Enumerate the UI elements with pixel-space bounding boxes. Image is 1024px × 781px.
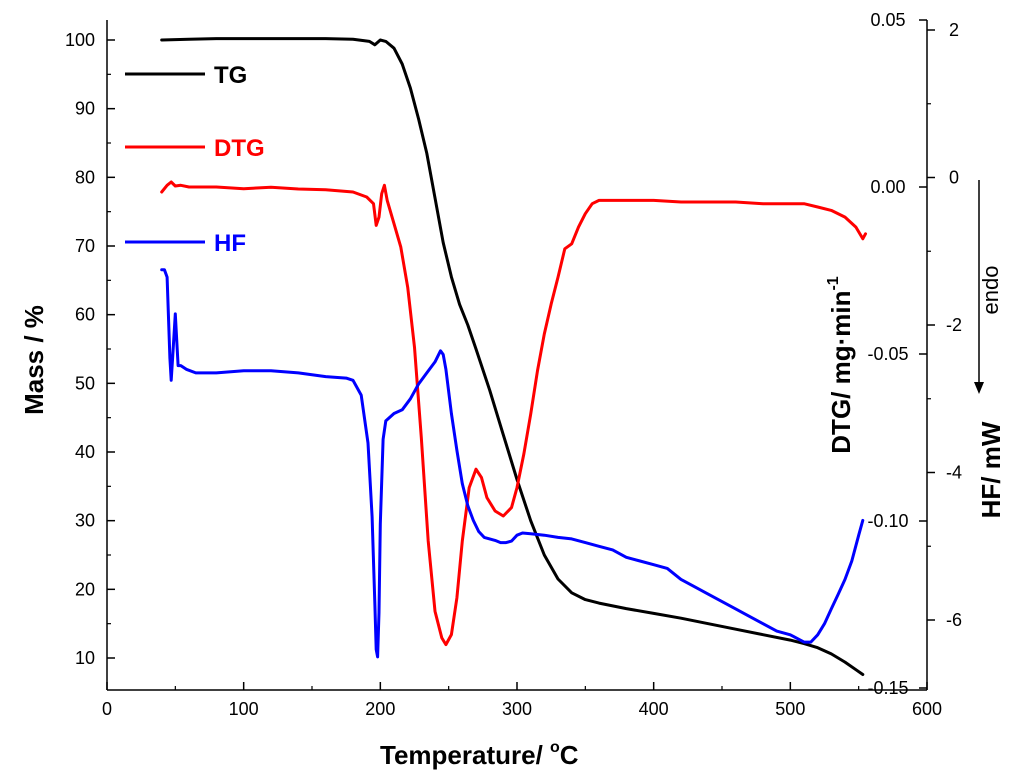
x-tick-label: 300 xyxy=(502,699,532,719)
y-left-tick-label: 70 xyxy=(75,236,95,256)
legend-label-dtg: DTG xyxy=(214,135,265,162)
y-dtg-tick-label: -0.10 xyxy=(867,511,908,531)
ticks-layer: 0 100 200 300 400 500 600102030405060708090100… xyxy=(65,10,962,719)
y-left-tick-label: 10 xyxy=(75,648,95,668)
x-axis-title: Temperature/ oC xyxy=(380,739,579,770)
series-layer xyxy=(160,37,867,676)
x-axis-title-main: Temperature/ xyxy=(380,740,550,770)
y-hf-tick-label: -6 xyxy=(946,610,962,630)
y-left-tick-label: 90 xyxy=(75,99,95,119)
y-hf-tick-label: 2 xyxy=(949,20,959,40)
x-tick-label: 0 xyxy=(102,699,112,719)
y-axis-dtg-title: DTG/ mg·min-1 xyxy=(825,276,856,454)
x-tick-label: 200 xyxy=(365,699,395,719)
x-axis-title-degree: o xyxy=(550,739,560,756)
y-dtg-tick-label: 0.05 xyxy=(870,10,905,30)
y-axis-left-title: Mass / % xyxy=(19,305,49,415)
x-tick-label: 400 xyxy=(639,699,669,719)
y-left-tick-label: 40 xyxy=(75,442,95,462)
legend-label-hf: HF xyxy=(214,230,246,257)
y-dtg-tick-label: -0.05 xyxy=(867,344,908,364)
y-left-tick-label: 60 xyxy=(75,305,95,325)
legend: TG DTG HF xyxy=(125,62,265,257)
x-axis-title-unit: C xyxy=(560,740,579,770)
y-hf-tick-label: -2 xyxy=(946,315,962,335)
y-axis-dtg-title-main: DTG/ mg·min xyxy=(826,291,856,454)
y-axis-dtg-title-exp: -1 xyxy=(825,276,842,290)
y-left-tick-label: 100 xyxy=(65,30,95,50)
y-axis-hf-title: HF/ mW xyxy=(976,421,1006,518)
x-tick-label: 500 xyxy=(775,699,805,719)
series-line-dtg xyxy=(160,180,867,647)
y-dtg-tick-label: 0.00 xyxy=(870,177,905,197)
series-line-tg xyxy=(160,37,865,676)
series-line-hf xyxy=(160,268,865,659)
x-tick-label: 600 xyxy=(912,699,942,719)
y-left-tick-label: 80 xyxy=(75,167,95,187)
y-left-tick-label: 30 xyxy=(75,511,95,531)
legend-label-tg: TG xyxy=(214,62,247,89)
endo-label: endo xyxy=(978,266,1003,315)
y-dtg-tick-label: -0.15 xyxy=(867,678,908,698)
endo-arrow-icon xyxy=(974,180,984,394)
y-hf-tick-label: -4 xyxy=(946,463,962,483)
y-hf-tick-label: 0 xyxy=(949,168,959,188)
x-tick-label: 100 xyxy=(229,699,259,719)
y-left-tick-label: 20 xyxy=(75,579,95,599)
y-left-tick-label: 50 xyxy=(75,373,95,393)
